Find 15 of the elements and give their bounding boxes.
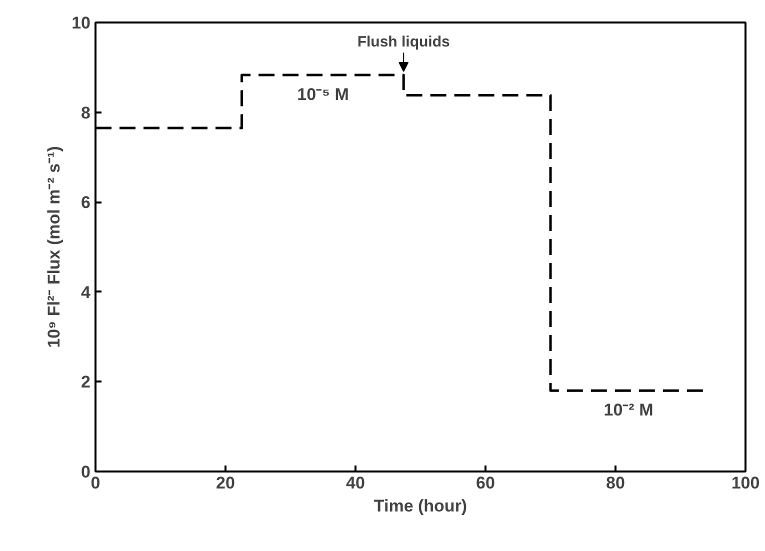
y-tick-label: 10 [72,14,91,32]
y-tick-label: 4 [81,282,92,302]
x-tick-label: 80 [606,474,625,492]
annotation: 10⁻⁵ M [297,85,349,104]
x-axis-title: Time (hour) [374,496,468,516]
y-tick-label: 6 [81,193,91,212]
x-tick-label: 20 [216,474,235,492]
y-axis-title: 10⁹ Fl²⁻ Flux (mol m⁻² s⁻¹) [44,146,64,348]
y-tick-label: 8 [81,103,91,122]
annotation: Flush liquids [357,33,450,50]
x-tick-label: 60 [476,474,495,492]
x-tick-label: 40 [346,474,365,492]
x-tick-label: 100 [731,474,760,492]
y-tick-label: 2 [81,372,91,392]
annotation: 10⁻² M [604,400,654,420]
